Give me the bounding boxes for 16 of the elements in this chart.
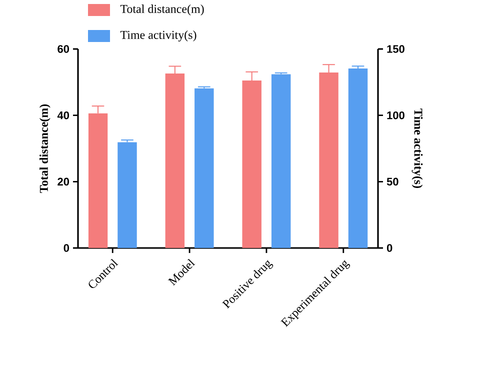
y-tick-label: 20 [58,178,70,186]
y-tick-label: 0 [64,244,70,252]
y-tick-label: 40 [57,111,70,120]
y-tick-label: 60 [58,45,70,53]
y-axis-title: Total distance(m) [39,104,50,193]
y2-tick-label: 100 [387,111,404,120]
legend-label: Total distance(m) [120,4,204,16]
legend-label: Time activity(s) [120,30,196,42]
bar [194,88,214,248]
bar [348,68,368,248]
bar [271,74,291,248]
y2-tick-label: 0 [386,244,392,252]
y2-tick-label: 150 [387,45,404,53]
y2-tick-label: 50 [386,178,398,186]
bar [118,142,137,248]
y2-axis-title: Time activity(s) [412,108,423,188]
